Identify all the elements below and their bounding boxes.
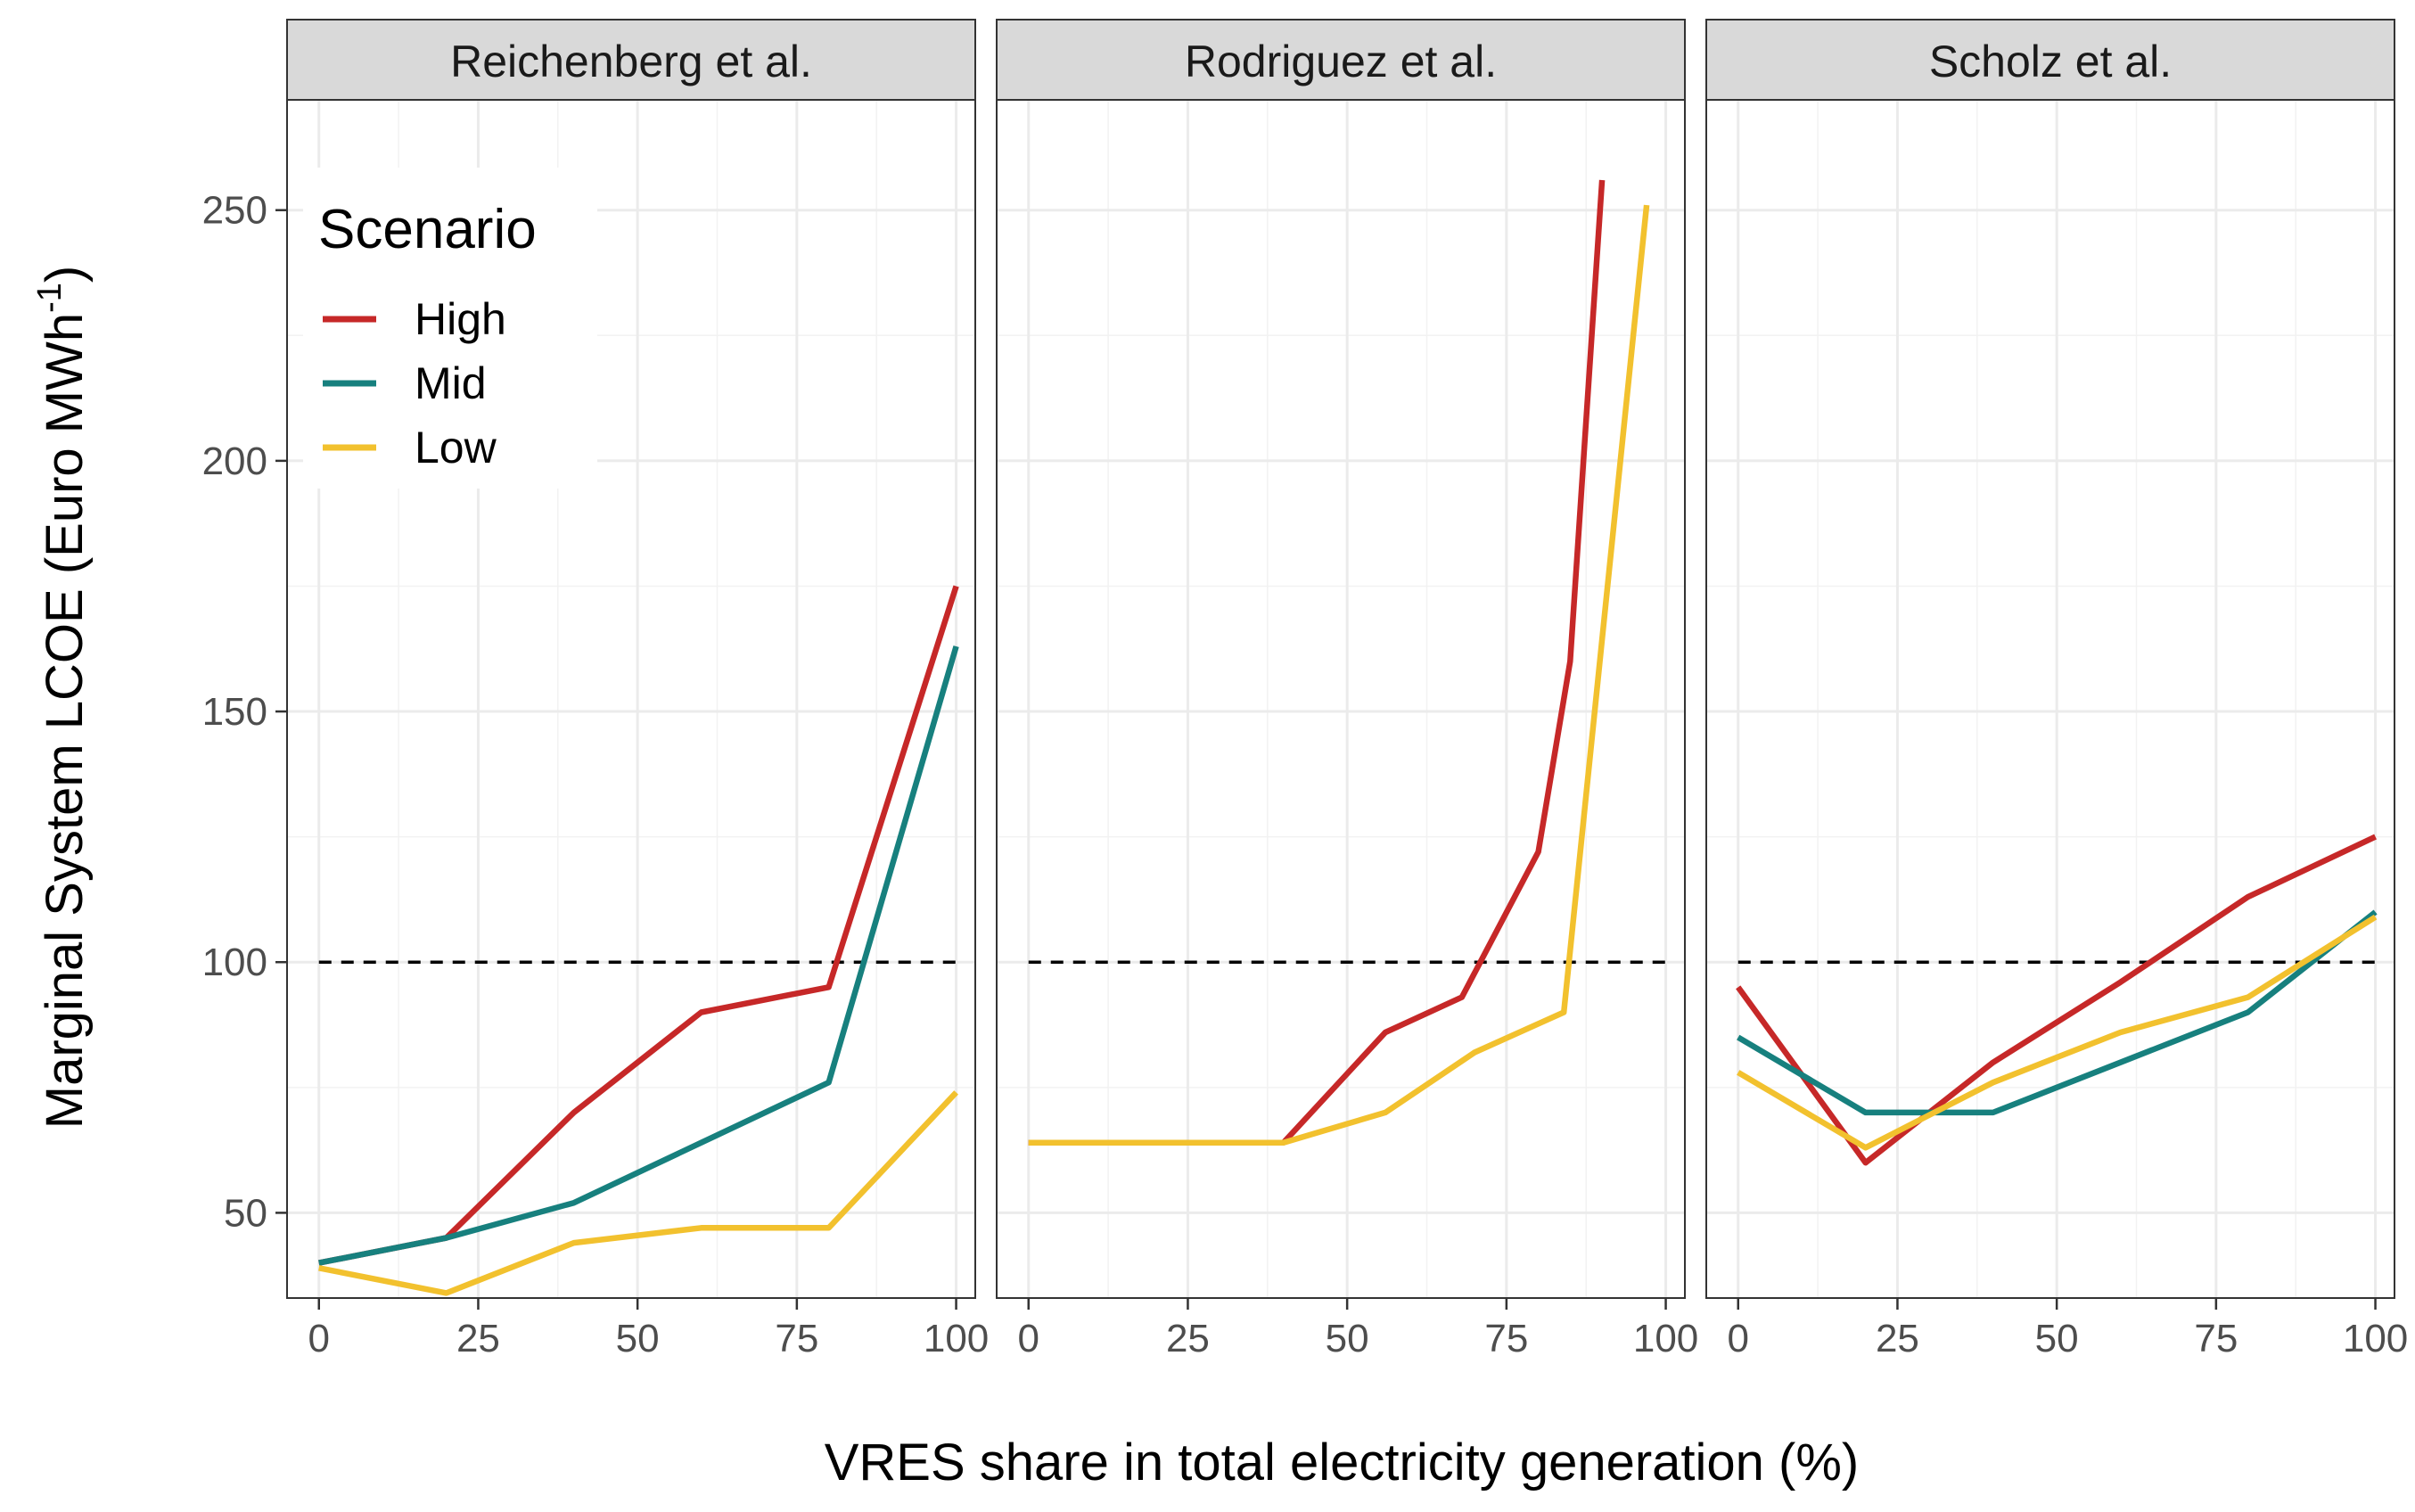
series-line-low [1737,914,2378,1151]
x-tick-label: 0 [1017,1317,1039,1360]
x-tick-label: 50 [2035,1317,2079,1360]
facet-strip [286,19,976,101]
facet-strip [996,19,1686,101]
legend-title: Scenario [318,199,537,260]
facet-panel: Reichenberg et al. 0 25 50 75 100 50 100 150 200 2… [202,19,989,1360]
facet-strip [1705,19,2395,101]
series-line-low [1028,204,1650,1146]
legend-label-mid: Mid [415,358,487,408]
y-tick-label: 100 [202,941,267,984]
legend-label-high: High [415,294,506,344]
panel-border [286,99,976,1299]
y-axis-title-main: Marginal System LCOE (Euro MWh [36,313,94,1129]
series-line-low [318,1090,958,1296]
x-tick-label: 75 [1484,1317,1528,1360]
facet-panel: Rodriguez et al. 0 25 50 75 100 [996,19,1698,1360]
x-tick-label: 25 [1876,1317,1919,1360]
y-axis-title-close: ) [36,266,94,283]
y-axis-title: Marginal System LCOE (Euro MWh-1) [31,266,94,1129]
y-tick-label: 150 [202,690,267,734]
y-tick-label: 200 [202,440,267,483]
x-tick-label: 100 [2343,1317,2408,1360]
facet-title: Scholz et al. [1929,37,2172,86]
legend-label-low: Low [415,423,497,472]
x-tick-label: 50 [1326,1317,1369,1360]
x-tick-label: 25 [1166,1317,1210,1360]
plot-area [997,100,1685,1298]
x-tick-label: 25 [456,1317,500,1360]
panel-border [996,99,1686,1299]
legend: Scenario High Mid Low [303,168,597,489]
y-tick-label: 250 [202,189,267,233]
y-axis-title-superscript: -1 [31,283,69,313]
x-tick-label: 0 [1727,1317,1748,1360]
panel-border [1705,99,2395,1299]
series-line-mid [1737,909,2378,1116]
facet-panels: Reichenberg et al. 0 25 50 75 100 50 100 150 200 2… [202,19,2408,1360]
x-tick-label: 75 [2194,1317,2238,1360]
facet-panel: Scholz et al. 0 25 50 75 100 [1705,19,2408,1360]
facet-title: Rodriguez et al. [1185,37,1497,86]
x-tick-label: 0 [308,1317,329,1360]
plot-area [1706,100,2394,1298]
x-tick-label: 75 [775,1317,818,1360]
x-axis-title: VRES share in total electricity generati… [825,1434,1860,1491]
x-tick-label: 50 [616,1317,660,1360]
x-tick-label: 100 [924,1317,989,1360]
x-tick-label: 100 [1633,1317,1698,1360]
facet-title: Reichenberg et al. [450,37,812,86]
y-tick-label: 50 [224,1191,267,1235]
series-line-mid [318,645,959,1266]
legend-background [303,168,597,489]
